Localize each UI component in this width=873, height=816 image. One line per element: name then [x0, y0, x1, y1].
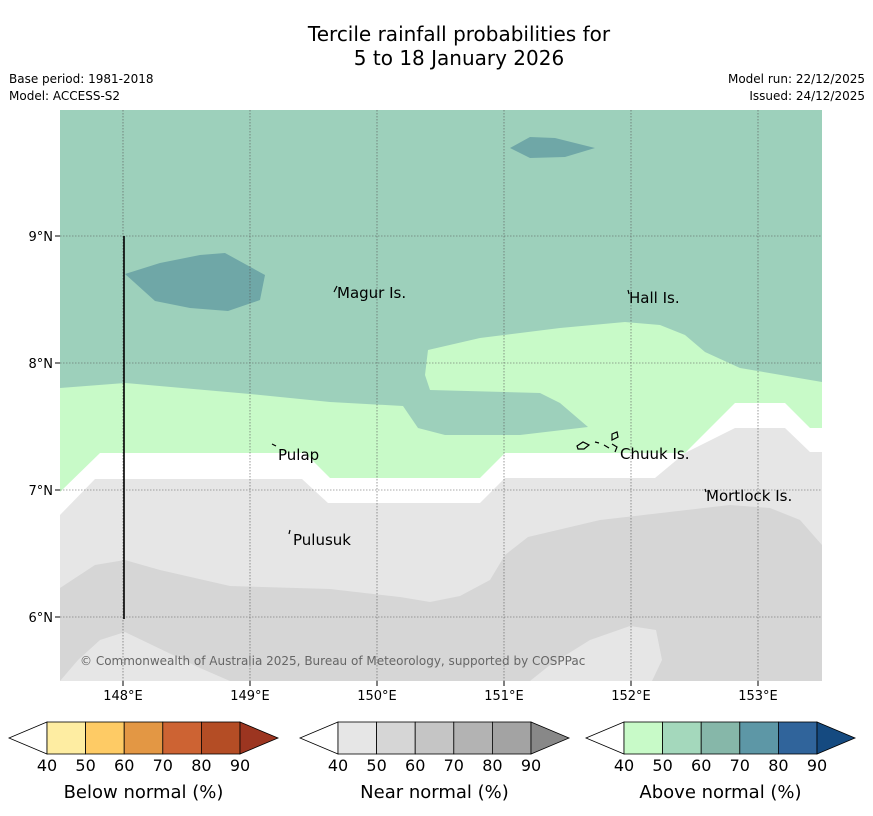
legend-tick-label: 40 [614, 756, 634, 775]
near-normal-patch-right [530, 626, 662, 681]
hall-island-shape [627, 289, 630, 295]
legend-tick-label: 80 [191, 756, 211, 775]
legend-arrow-low [584, 721, 625, 755]
legend-tick-label: 50 [75, 756, 95, 775]
lon-label-148e: 148°E [103, 689, 143, 704]
legend-swatch [662, 721, 702, 755]
legend-title: Below normal (%) [64, 782, 224, 803]
legend-swatch [376, 721, 416, 755]
magur-island-shape [333, 285, 338, 293]
lat-label-8n: 8°N [29, 357, 54, 372]
pulap-island-shape [271, 443, 277, 447]
meta-left: Base period: 1981-2018 Model: ACCESS-S2 [9, 71, 154, 105]
island-outlines [271, 285, 707, 535]
place-label-mortlock: Mortlock Is. [706, 487, 792, 505]
legend-arrow-high [816, 721, 857, 755]
legend-tick-label: 60 [691, 756, 711, 775]
legend-tick-label: 70 [153, 756, 173, 775]
meta-right: Model run: 22/12/2025 Issued: 24/12/2025 [728, 71, 865, 105]
legend-swatch [778, 721, 818, 755]
lat-gridlines [60, 235, 822, 618]
place-label-hall: Hall Is. [629, 289, 680, 307]
above-normal-60-70-patch-north [510, 137, 595, 158]
issued-date: Issued: 24/12/2025 [749, 89, 865, 103]
legend-tick-label: 60 [405, 756, 425, 775]
title-line-2: 5 to 18 January 2026 [353, 46, 565, 70]
place-label-pulap: Pulap [278, 446, 319, 464]
legend-swatch [123, 721, 164, 755]
legend-below-normal: 40 50 60 70 80 90 Below normal (%) [7, 721, 280, 803]
legend-tick-label: 80 [482, 756, 502, 775]
legend-swatch [414, 721, 455, 755]
legend-swatch [739, 721, 779, 755]
lon-label-150e: 150°E [357, 689, 397, 704]
legend-tick-label: 90 [230, 756, 250, 775]
legend-swatch [46, 721, 86, 755]
model-run: Model run: 22/12/2025 [727, 72, 865, 86]
legend-above-normal: 40 50 60 70 80 90 Above normal (%) [584, 721, 857, 803]
lat-ticks [55, 235, 60, 618]
base-period: Base period: 1981-2018 [9, 72, 154, 86]
legend-swatch [200, 721, 241, 755]
lon-label-152e: 152°E [611, 689, 651, 704]
legend-arrow-high [239, 721, 280, 755]
legend-tick-label: 40 [37, 756, 57, 775]
legend-swatch [700, 721, 741, 755]
legend-arrow-high [530, 721, 571, 755]
title-line-1: Tercile rainfall probabilities for [307, 22, 611, 46]
lon-label-153e: 153°E [738, 689, 778, 704]
chuuk-island-shape [576, 431, 619, 453]
legend-swatch [453, 721, 493, 755]
place-label-magur: Magur Is. [337, 284, 406, 302]
legend-near-normal: 40 50 60 70 80 90 Near normal (%) [298, 721, 571, 803]
lon-ticks [122, 681, 759, 686]
model-name: Model: ACCESS-S2 [9, 89, 121, 103]
lon-label-151e: 151°E [484, 689, 524, 704]
lat-label-7n: 7°N [29, 484, 54, 499]
legend-swatch [491, 721, 532, 755]
legend-tick-label: 60 [114, 756, 134, 775]
chart-title: Tercile rainfall probabilities for 5 to … [0, 22, 873, 70]
legend-swatch [162, 721, 202, 755]
lon-label-149e: 149°E [230, 689, 270, 704]
legend-swatch [85, 721, 125, 755]
legend-tick-label: 80 [768, 756, 788, 775]
legend-swatch [623, 721, 663, 755]
legend-title: Near normal (%) [360, 782, 509, 803]
legend-tick-label: 70 [444, 756, 464, 775]
legend-tick-label: 40 [328, 756, 348, 775]
lat-label-6n: 6°N [29, 611, 54, 626]
legend-title: Above normal (%) [639, 782, 801, 803]
above-normal-60-70-patch-west [125, 253, 265, 311]
legend-arrow-low [7, 721, 48, 755]
legend-arrow-low [298, 721, 339, 755]
lon-gridlines [122, 110, 759, 681]
copyright-notice: © Commonwealth of Australia 2025, Bureau… [80, 654, 585, 668]
legend-tick-label: 90 [521, 756, 541, 775]
pulusuk-island-shape [288, 529, 291, 535]
probability-map: Magur Is. Hall Is. Pulap Chuuk Is. Mortl… [60, 110, 822, 681]
legend-swatch [337, 721, 377, 755]
place-label-pulusuk: Pulusuk [293, 531, 351, 549]
mortlock-island-shape [704, 488, 707, 493]
near-normal-patch-left [60, 632, 230, 681]
legend-tick-label: 50 [652, 756, 672, 775]
legend-tick-label: 50 [366, 756, 386, 775]
legend-tick-label: 90 [807, 756, 827, 775]
lat-label-9n: 9°N [29, 230, 54, 245]
place-label-chuuk: Chuuk Is. [620, 445, 689, 463]
legend-tick-label: 70 [730, 756, 750, 775]
